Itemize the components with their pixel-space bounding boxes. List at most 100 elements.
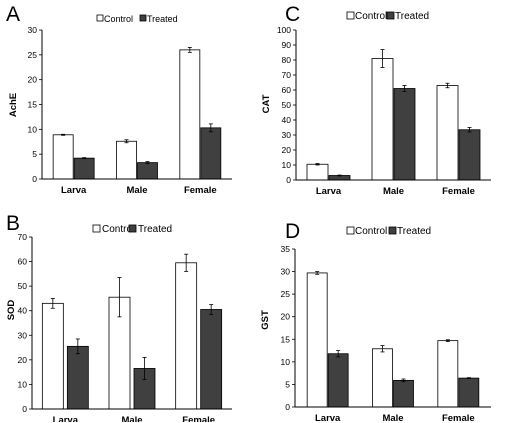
y-tick-label: 20 (28, 75, 38, 85)
legend-swatch-control (96, 14, 104, 22)
y-tick-label: 70 (282, 70, 292, 80)
y-axis-label: AchE (8, 93, 19, 117)
bar-treated-female (458, 129, 481, 181)
legend-label-treated: Treated (147, 14, 178, 24)
y-tick-label: 0 (285, 402, 290, 412)
y-tick-label: 100 (277, 25, 291, 35)
bar-control-male (372, 348, 393, 408)
legend-label-control: Control (104, 14, 133, 24)
x-tick-label-male: Male (382, 413, 403, 422)
x-tick-label-male: Male (383, 186, 404, 197)
y-tick-label: 60 (18, 257, 28, 267)
chart-panel-b: B Control Treated SOD 0 10 20 30 40 50 60 70 Lar… (0, 211, 255, 422)
y-tick-label: 30 (28, 25, 38, 35)
bar-control-female (175, 262, 198, 410)
chart-svg-b: B Control Treated SOD 0 10 20 30 40 50 60 70 Lar… (6, 212, 232, 422)
bar-control-female (436, 85, 459, 181)
x-tick-label-larva: Larva (53, 415, 79, 422)
y-tick-label: 15 (281, 334, 291, 344)
chart-panel-c: C Control Treated CAT 0 10 20 30 40 50 60 70 80 9… (255, 0, 510, 211)
legend-label-control: Control (355, 226, 387, 237)
legend-label-treated: Treated (138, 224, 172, 235)
plot-area: 0 10 20 30 40 50 60 70 80 90 100 Larva Male Female (277, 25, 491, 197)
x-tick-label-male: Male (126, 185, 147, 196)
y-tick-label: 5 (285, 379, 290, 389)
bar-treated-larva (73, 157, 95, 180)
bar-treated-female (458, 377, 480, 408)
bar-treated-larva (66, 345, 89, 410)
legend-swatch-treated (388, 226, 397, 235)
y-tick-label: 5 (32, 149, 37, 159)
bar-control-larva (52, 134, 74, 180)
y-tick-label: 15 (28, 100, 38, 110)
legend-swatch-control (92, 224, 101, 233)
chart-panel-a: A Control Treated AchE 0 5 10 15 20 25 30 Larva… (0, 0, 255, 211)
legend-label-treated: Treated (395, 11, 429, 22)
bar-treated-male (393, 88, 416, 181)
bar-control-male (116, 140, 137, 180)
y-tick-label: 10 (28, 124, 38, 134)
y-axis-label: GST (260, 310, 271, 330)
y-tick-label: 40 (18, 306, 28, 316)
y-tick-label: 70 (18, 232, 28, 242)
bar-treated-female (200, 127, 222, 180)
bar-control-female (437, 340, 459, 408)
x-tick-label-male: Male (121, 415, 142, 422)
y-tick-label: 20 (282, 145, 292, 155)
x-tick-label-female: Female (184, 185, 217, 196)
legend-swatch-control (346, 11, 355, 20)
bar-control-larva (41, 302, 64, 410)
plot-area: 0 5 10 15 20 25 30 35 Larva Male Female (281, 244, 491, 422)
x-tick-label-female: Female (442, 186, 475, 197)
y-tick-label: 10 (18, 379, 28, 389)
y-tick-label: 90 (282, 40, 292, 50)
bar-treated-male (393, 379, 414, 408)
bar-control-larva (306, 272, 328, 408)
y-tick-label: 80 (282, 55, 292, 65)
bar-control-larva (306, 163, 329, 181)
panel-letter-c: C (285, 3, 300, 26)
bar-treated-male (137, 162, 158, 180)
y-tick-label: 25 (281, 289, 291, 299)
bar-treated-larva (327, 353, 349, 408)
plot-area: 0 5 10 15 20 25 30 Larva Male Female (28, 25, 232, 196)
legend-label-control: Control (102, 224, 134, 235)
legend-swatch-treated (386, 11, 395, 20)
x-tick-label-female: Female (442, 413, 475, 422)
chart-svg-d: D Control Treated GST 0 5 10 15 20 25 30 35 Larv… (260, 220, 491, 422)
panel-letter-b: B (6, 212, 20, 235)
chart-svg-c: C Control Treated CAT 0 10 20 30 40 50 60 70 80 9… (261, 3, 491, 197)
legend-label-control: Control (355, 11, 387, 22)
y-tick-label: 60 (282, 85, 292, 95)
legend-swatch-control (346, 226, 355, 235)
plot-area: 0 10 20 30 40 50 60 70 Larva Male Female (18, 232, 232, 422)
y-tick-label: 35 (281, 244, 291, 254)
legend-swatch-treated (139, 14, 147, 22)
bar-control-male (371, 58, 394, 181)
y-tick-label: 50 (282, 100, 292, 110)
legend-label-treated: Treated (397, 226, 431, 237)
y-axis-label: CAT (261, 94, 272, 113)
x-tick-label-larva: Larva (315, 413, 341, 422)
y-tick-label: 40 (282, 115, 292, 125)
y-tick-label: 30 (18, 330, 28, 340)
y-tick-label: 20 (281, 312, 291, 322)
bar-control-female (179, 49, 201, 180)
y-tick-label: 0 (286, 175, 291, 185)
y-tick-label: 30 (282, 130, 292, 140)
chart-panel-d: D Control Treated GST 0 5 10 15 20 25 30 35 Larv… (255, 211, 510, 422)
y-tick-label: 25 (28, 50, 38, 60)
y-tick-label: 20 (18, 355, 28, 365)
y-tick-label: 0 (32, 174, 37, 184)
panel-letter-d: D (285, 220, 300, 243)
y-axis-label: SOD (6, 300, 17, 321)
chart-svg-a: A Control Treated AchE 0 5 10 15 20 25 30 Larva… (6, 3, 232, 196)
y-tick-label: 50 (18, 281, 28, 291)
x-tick-label-larva: Larva (316, 186, 342, 197)
y-tick-label: 30 (281, 267, 291, 277)
y-tick-label: 10 (281, 357, 291, 367)
legend-swatch-treated (128, 224, 137, 233)
x-tick-label-female: Female (182, 415, 215, 422)
bar-treated-female (200, 309, 223, 410)
panel-letter-a: A (6, 3, 20, 26)
